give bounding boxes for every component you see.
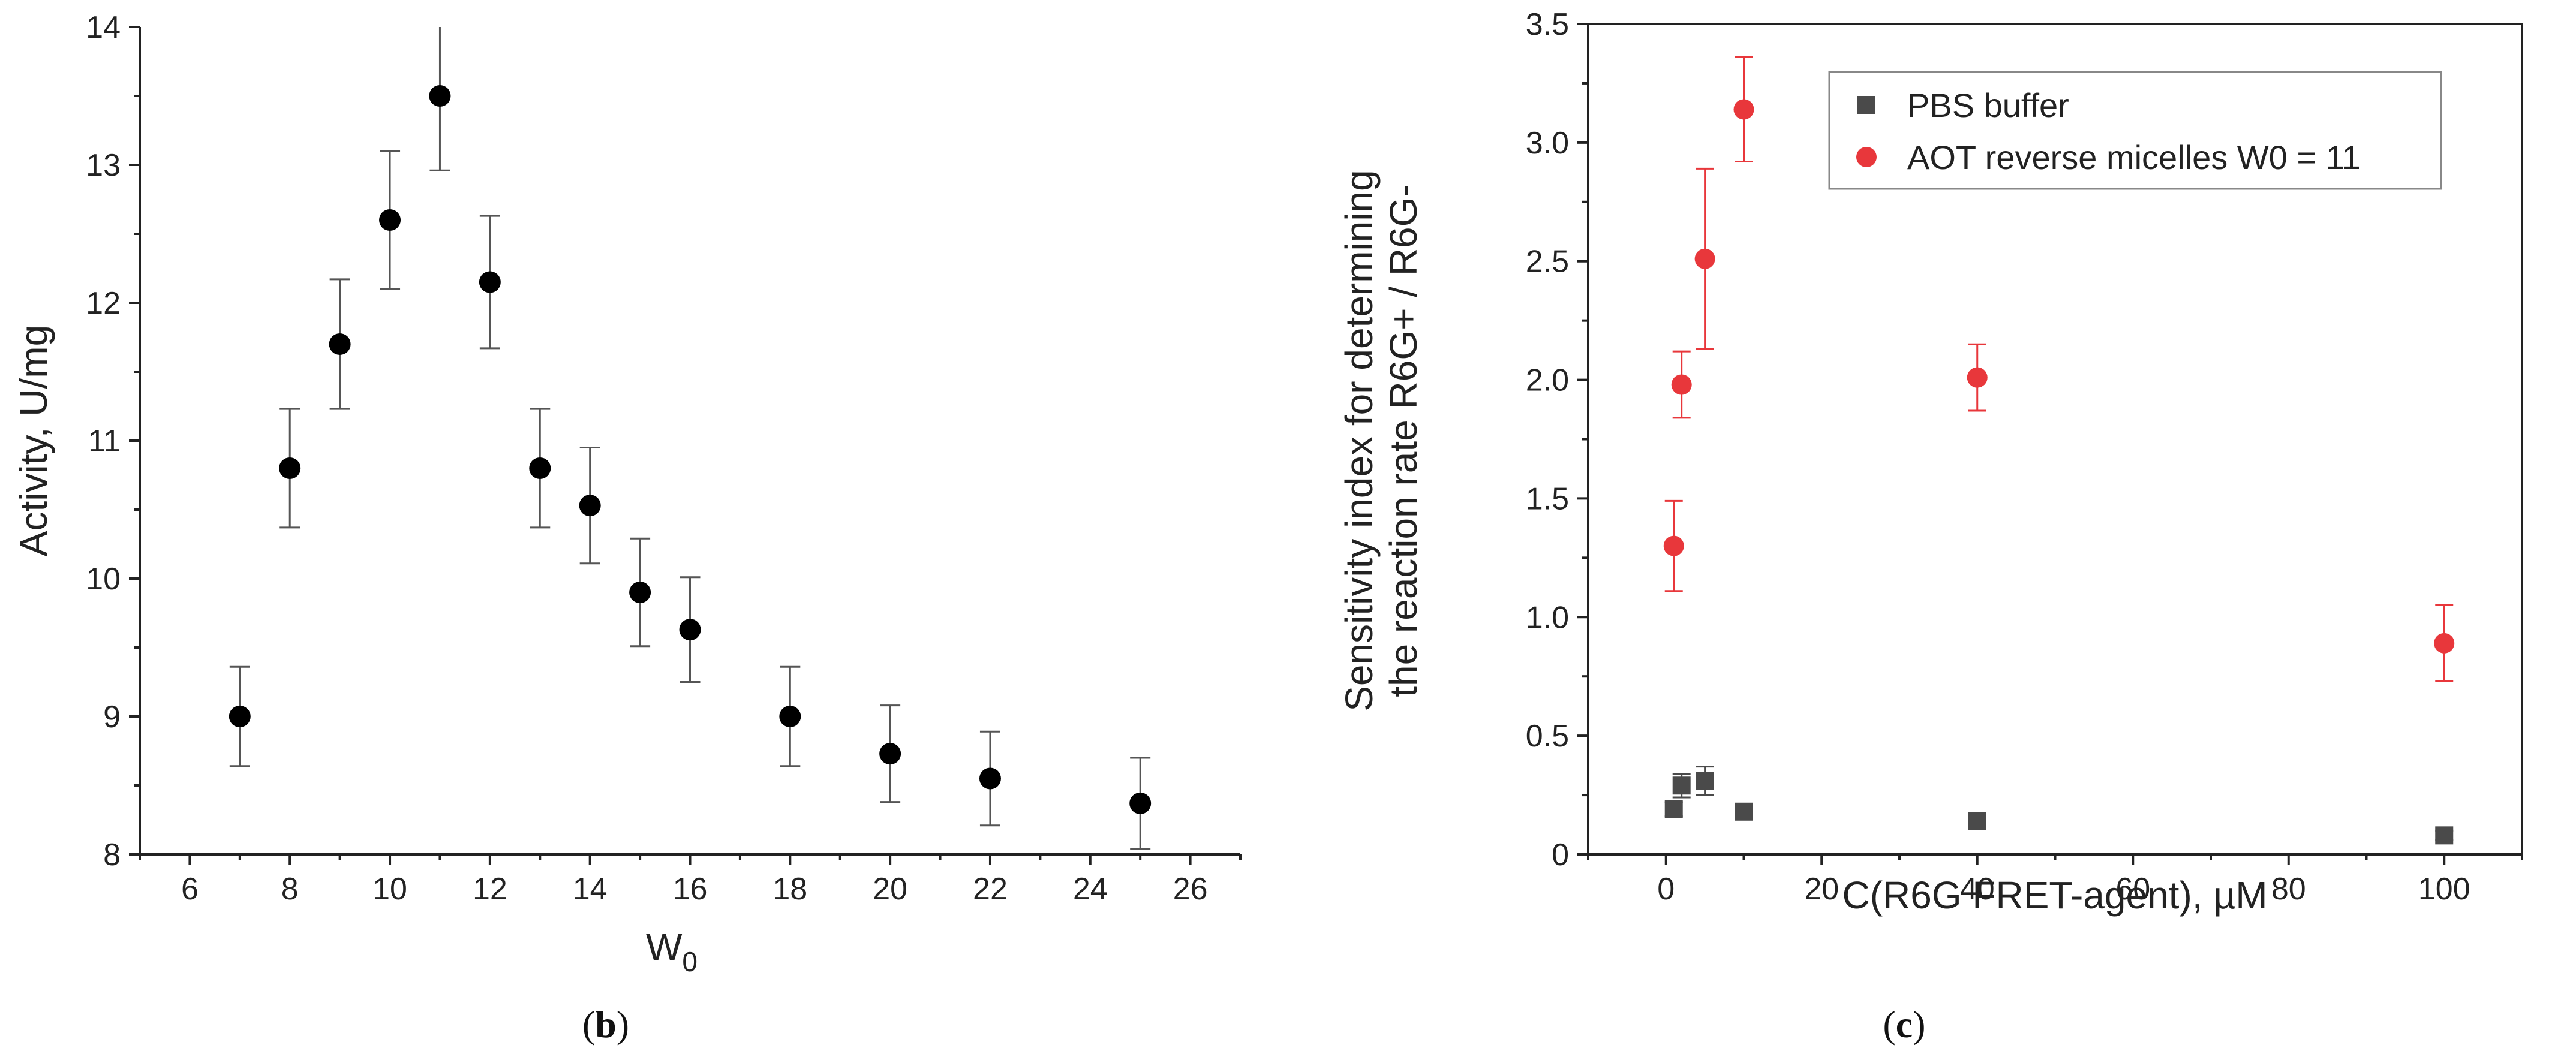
chart-b-data-layer [229, 27, 1152, 850]
b-xtick-label: 6 [181, 872, 199, 907]
b-ytick-label: 9 [103, 700, 121, 734]
b-data-point [279, 457, 301, 479]
b-data-point [379, 209, 401, 231]
b-data-point [779, 706, 801, 727]
b-data-point [429, 85, 451, 107]
chart-b-y-axis-label: Activity, U/mg [12, 325, 55, 556]
c-xtick-label: 80 [2271, 872, 2306, 907]
c-xtick-label: 60 [2115, 872, 2150, 907]
c-ytick-label: 3.0 [1526, 126, 1569, 161]
chart-c-panel-label: (c) [1883, 1003, 1925, 1046]
legend-marker-aot [1856, 147, 1877, 167]
legend-label-pbs: PBS buffer [1907, 86, 2069, 124]
c-aot-data-point [1671, 374, 1692, 395]
chart-b-x-axis-label: W0 [646, 926, 698, 977]
c-pbs-data-point [1735, 802, 1753, 821]
b-ytick-label: 10 [86, 562, 121, 597]
c-xtick-label: 40 [1960, 872, 1995, 907]
c-ytick-label: 2.5 [1526, 245, 1569, 279]
b-xtick-label: 16 [673, 872, 708, 907]
b-data-point [529, 457, 551, 479]
b-ytick-label: 13 [86, 148, 121, 183]
chart-c-legend: PBS buffer AOT reverse micelles W0 = 11 [1828, 71, 2442, 190]
chart-c: 0 20 40 60 80 100 0 0.5 1.0 1.5 2.0 2.5 3.0 3.5 C(R6G… [1337, 7, 2523, 1046]
b-ytick-label: 12 [86, 286, 121, 321]
legend-marker-pbs [1857, 96, 1875, 114]
b-data-point [679, 619, 701, 641]
c-xtick-label: 20 [1804, 872, 1839, 907]
c-pbs-data-point [1672, 776, 1691, 795]
c-aot-data-point [1733, 99, 1754, 120]
c-pbs-data-point [1664, 800, 1683, 818]
b-data-point [979, 767, 1001, 790]
c-aot-data-point [1694, 248, 1715, 269]
b-ytick-label: 8 [103, 838, 121, 872]
b-data-point [229, 706, 251, 727]
c-aot-data-point [1663, 535, 1684, 556]
legend-box [1828, 71, 2442, 190]
b-xtick-label: 12 [473, 872, 507, 907]
legend-label-aot: AOT reverse micelles W0 = 11 [1907, 138, 2361, 176]
b-data-point [879, 743, 901, 765]
b-xtick-label: 22 [973, 872, 1008, 907]
chart-b-panel-label: (b) [582, 1003, 629, 1046]
chart-c-y-axis-label-line2: the reaction rate R6G+ / R6G- [1382, 184, 1425, 697]
c-aot-data-point [1967, 367, 1988, 388]
b-xtick-label: 24 [1073, 872, 1108, 907]
chart-c-ticks: 0 20 40 60 80 100 0 0.5 1.0 1.5 2.0 2.5 3.0 3.5 [1526, 7, 2523, 907]
c-ytick-label: 0.5 [1526, 719, 1569, 754]
chart-b: 6 8 10 12 14 16 18 20 22 24 26 8 9 10 11 12 13 14 W0 Acti… [12, 10, 1242, 1046]
b-xtick-label: 18 [773, 872, 807, 907]
b-data-point [1129, 792, 1152, 814]
c-xtick-label: 100 [2418, 872, 2470, 907]
b-xtick-label: 10 [372, 872, 407, 907]
c-ytick-label: 3.5 [1526, 7, 1569, 42]
c-pbs-data-point [1696, 772, 1714, 790]
b-ytick-label: 11 [88, 424, 121, 459]
chart-c-y-axis-label-line1: Sensitivity index for determining [1337, 170, 1381, 712]
chart-c-data-layer [1663, 56, 2455, 845]
c-ytick-label: 2.0 [1526, 363, 1569, 398]
c-pbs-data-point [2435, 826, 2454, 845]
c-ytick-label: 0 [1552, 838, 1569, 872]
chart-b-ticks: 6 8 10 12 14 16 18 20 22 24 26 8 9 10 11 12 13 14 [86, 10, 1242, 907]
b-xtick-label: 20 [873, 872, 907, 907]
b-data-point [329, 333, 351, 355]
c-xtick-label: 0 [1657, 872, 1675, 907]
c-pbs-data-point [1968, 812, 1986, 830]
b-xtick-label: 8 [281, 872, 299, 907]
b-xtick-label: 14 [573, 872, 608, 907]
b-xtick-label: 26 [1173, 872, 1208, 907]
b-ytick-label: 14 [86, 10, 121, 45]
chart-c-x-axis-label: C(R6G FRET-agent), µM [1842, 874, 2268, 917]
b-data-point [579, 495, 601, 517]
c-aot-data-point [2434, 633, 2455, 654]
b-data-point [479, 271, 501, 293]
b-data-point [629, 582, 651, 603]
c-ytick-label: 1.0 [1526, 600, 1569, 635]
c-ytick-label: 1.5 [1526, 481, 1569, 516]
